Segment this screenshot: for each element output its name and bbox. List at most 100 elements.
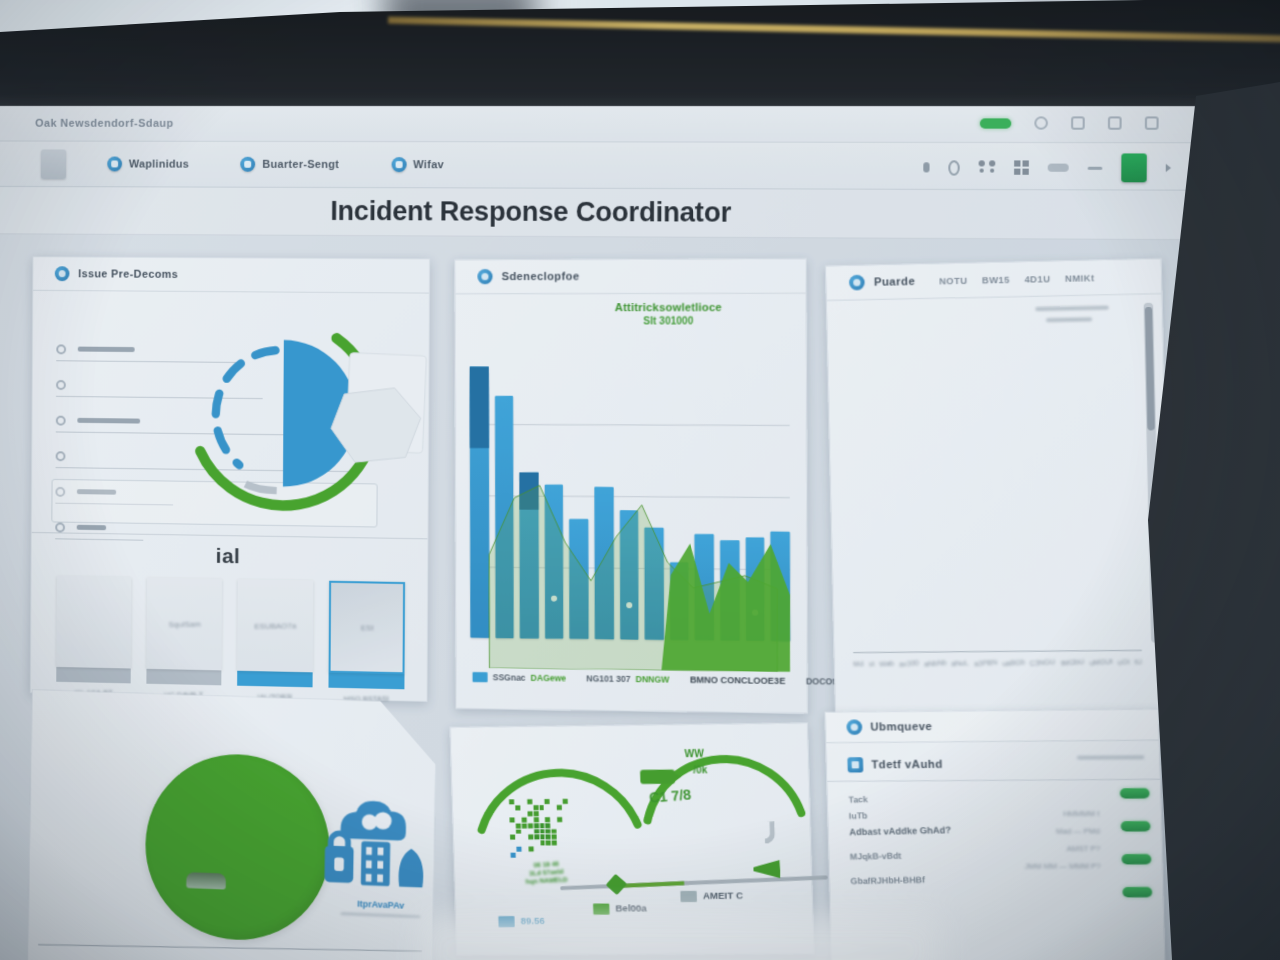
status-bar	[469, 366, 490, 639]
toolbar-tab-3[interactable]: Wifav	[391, 157, 444, 173]
annotation-line2: SIt 301000	[643, 316, 694, 328]
caret-icon[interactable]	[1165, 163, 1172, 173]
donut-dashed-blue-ring	[215, 350, 275, 466]
card-issue-overview: Issue Pre-Decoms ial IPL AS	[29, 256, 430, 705]
x-axis-label: Wab	[878, 660, 895, 669]
status-bar-dot	[626, 602, 633, 609]
apps-grid-icon[interactable]	[1014, 160, 1029, 175]
toolbar-tab-icon	[391, 157, 407, 173]
x-axis-label: tMGbU	[1060, 658, 1085, 668]
window-title: Oak Newsdendorf-Sdaup	[35, 117, 174, 130]
legend-text: NG101 307	[586, 673, 631, 685]
gauge-legend-label: AMEIT C	[702, 890, 744, 902]
tile-inner-text: ESUBAO7a	[254, 620, 297, 631]
status-bar	[494, 395, 514, 639]
queue-row[interactable]: GbafRJHbH-BHBf	[850, 874, 926, 887]
pie-center-icon	[186, 872, 226, 889]
donut-gray-tick	[245, 484, 276, 491]
legend-item: BMNO CONCLOOE3E	[690, 675, 786, 686]
queue-badges	[1119, 788, 1153, 920]
tile-inner-text: SquISam	[167, 619, 201, 629]
titlebar-faint-text	[1194, 120, 1278, 126]
toolbar-tab-label: Waplinidus	[128, 158, 190, 171]
card4-divider	[38, 944, 421, 952]
queue-row[interactable]: Tack	[848, 794, 869, 805]
tile-body: ESUBAO7a	[237, 579, 314, 673]
tile-band	[328, 672, 405, 690]
tile-body: SquISam	[146, 577, 222, 671]
gauge-legend-item: Bel00a	[593, 903, 647, 915]
tile-2[interactable]: SquISamHC DAVB-T	[146, 577, 222, 701]
tile-band	[146, 668, 222, 686]
app-toolbar: Waplinidus Buarter-Sengt Wifav	[0, 141, 1280, 192]
legend-text: SSGnac	[492, 672, 526, 683]
primary-action-button[interactable]	[1121, 153, 1147, 183]
card2-header-label: Sdeneclopfoe	[501, 270, 580, 283]
x-axis-label: uMGUt	[1088, 658, 1113, 668]
donut-filled-half	[283, 340, 357, 488]
window-restore-icon[interactable]	[1107, 116, 1122, 130]
workload-chart	[845, 311, 1142, 654]
form-row-dash	[76, 524, 107, 531]
status-badge	[1121, 854, 1152, 865]
issue-donut-chart	[179, 308, 389, 520]
toolbar-tab-2[interactable]: Buarter-Sengt	[240, 156, 340, 172]
legend-text: BMNO CONCLOOE3E	[689, 674, 786, 687]
card1-header-label: Issue Pre-Decoms	[78, 267, 179, 281]
status-bar	[745, 537, 765, 642]
toolbar-tab-label: Buarter-Sengt	[262, 158, 340, 171]
card-status-chart: Sdeneclopfoe Attitricksowletlioce SIt 30…	[454, 258, 885, 714]
tile-inner-text: ESt	[360, 622, 374, 633]
record-icon[interactable]	[948, 159, 960, 176]
bag-icon	[398, 848, 423, 887]
status-bars	[469, 353, 791, 642]
card1-header-icon	[54, 266, 70, 282]
status-badge	[1122, 886, 1153, 898]
status-badge	[1119, 788, 1150, 799]
minimize-icon[interactable]	[1087, 166, 1103, 170]
queue-row[interactable]: IuTb	[848, 810, 868, 821]
mic-icon[interactable]	[923, 162, 930, 173]
list-bullet-icon	[55, 415, 66, 426]
window-close-icon[interactable]	[1144, 116, 1159, 130]
legend-swatch	[472, 672, 488, 683]
workload-bars	[845, 311, 1142, 654]
card6-panel2-icon	[847, 757, 864, 773]
app-logo[interactable]	[40, 148, 67, 179]
card6-panel1-icon	[846, 719, 863, 735]
status-bar-dot	[752, 609, 759, 617]
list-bullet-icon	[56, 344, 67, 355]
toolbar-tab-1[interactable]: Waplinidus	[107, 156, 190, 172]
x-axis-label: uGt	[1117, 658, 1130, 667]
share-icon[interactable]	[1071, 116, 1085, 130]
gauge-legend-swatch	[498, 916, 515, 928]
gauge-legend-swatch	[680, 890, 697, 903]
tile-4[interactable]: ESt MSO BSTASI	[328, 580, 406, 705]
x-axis-label: uaBGb	[1001, 659, 1026, 669]
tile-3[interactable]: ESUBAO7aIAL/TOB3I	[237, 579, 314, 702]
card-workload-chart: Puarde NOTU BW15 4D1U NMIKt Md st Wab av300 aNb…	[824, 258, 1173, 726]
account-icon[interactable]	[1034, 116, 1049, 130]
tile-1[interactable]: IPL ASA-BT	[56, 575, 132, 698]
card3-scrollbar[interactable]	[1143, 302, 1161, 643]
status-bar	[720, 539, 740, 641]
card3-meta-label: 4D1U	[1024, 273, 1051, 285]
x-axis-label: a3PBN	[973, 659, 998, 669]
hexagon-widget[interactable]	[316, 347, 429, 498]
team-icon[interactable]	[979, 160, 996, 174]
status-bar	[770, 531, 791, 642]
card-category-pie: ItprAvaPAv 2d	[26, 689, 437, 960]
status-bar	[669, 562, 690, 641]
status-bar-chart	[469, 353, 791, 672]
queue-row[interactable]: Adbast vAddke GhAd?	[849, 824, 952, 838]
queue-row[interactable]: MJqkB-vBdt	[849, 850, 902, 862]
tile-body	[56, 575, 132, 669]
legend-text: DOCOt	[805, 676, 836, 687]
status-bar	[594, 487, 614, 640]
status-bar	[544, 484, 564, 639]
tile-band	[237, 670, 313, 688]
toolbar-tabs: Waplinidus Buarter-Sengt Wifav	[107, 156, 444, 173]
toggle-pill[interactable]	[1047, 163, 1069, 172]
gauge-legend-item: 89.56	[498, 916, 545, 928]
